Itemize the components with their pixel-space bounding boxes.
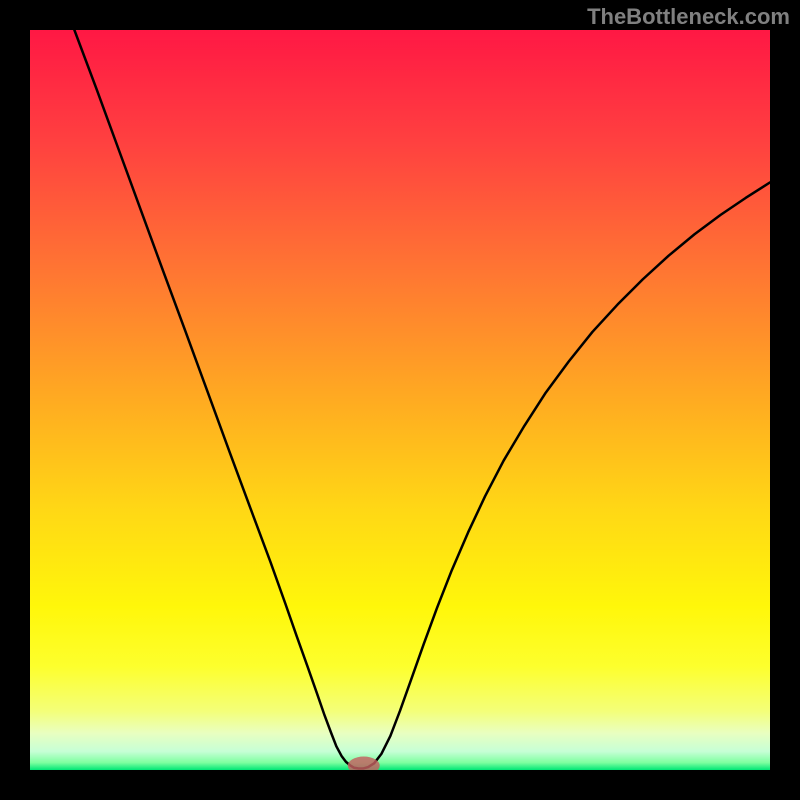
watermark-text: TheBottleneck.com bbox=[587, 4, 790, 30]
chart-background bbox=[30, 30, 770, 770]
plot-area bbox=[30, 30, 770, 770]
chart-svg bbox=[30, 30, 770, 770]
figure-container: TheBottleneck.com bbox=[0, 0, 800, 800]
